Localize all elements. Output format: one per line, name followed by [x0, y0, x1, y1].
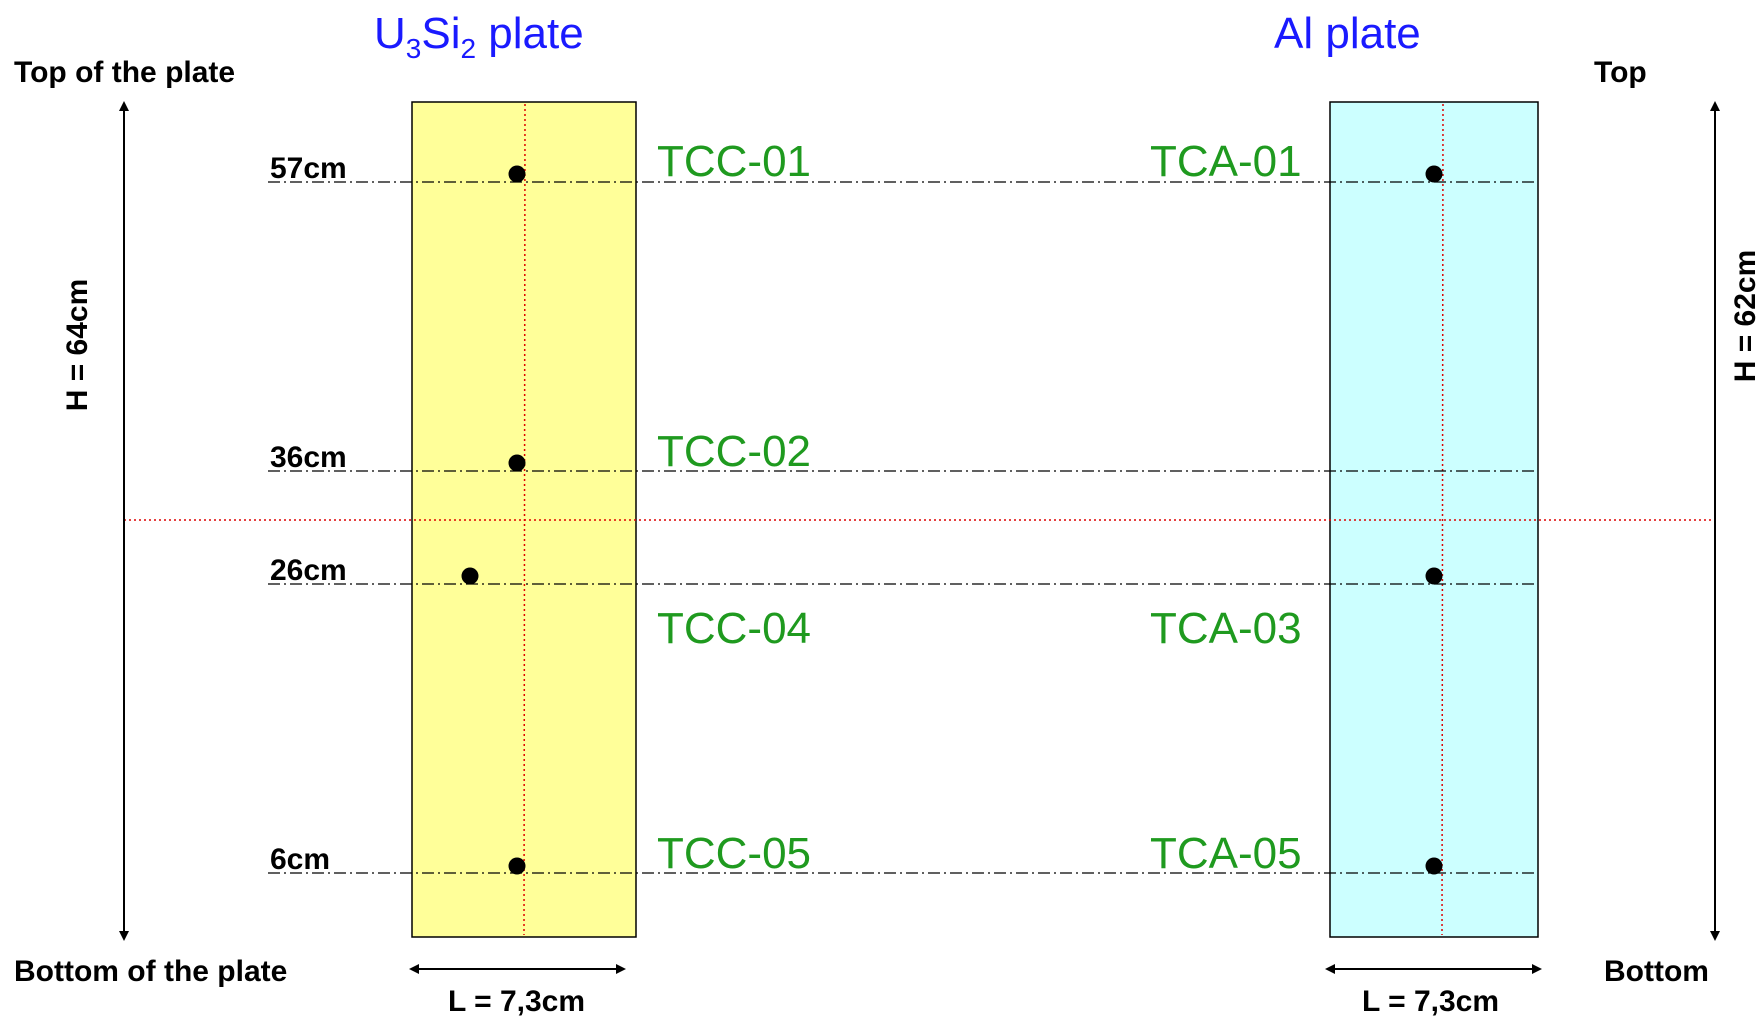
al-top-label: Top	[1594, 56, 1647, 89]
al-plate-centerline	[1441, 103, 1444, 936]
sensor-label-tcc-01: TCC-01	[657, 137, 811, 186]
level-label-26cm: 26cm	[270, 554, 347, 587]
u3si2-bottom-label: Bottom of the plate	[14, 955, 287, 988]
al-height-label: H = 62cm	[1729, 250, 1762, 383]
sensor-dot-tcc-01	[508, 165, 526, 183]
sensor-dot-tcc-05	[508, 857, 526, 875]
al-bottom-label: Bottom	[1604, 955, 1709, 988]
level-label-6cm: 6cm	[270, 843, 330, 876]
sensor-label-tca-03: TCA-03	[1150, 604, 1302, 653]
u3si2-width-label: L = 7,3cm	[448, 985, 585, 1017]
level-label-57cm: 57cm	[270, 152, 347, 185]
sensor-label-tca-05: TCA-05	[1150, 829, 1302, 878]
sensor-dot-tca-01	[1425, 165, 1443, 183]
sensor-label-tca-01: TCA-01	[1150, 137, 1302, 186]
sensor-label-tcc-04: TCC-04	[657, 604, 811, 653]
sensor-dot-tca-05	[1425, 857, 1443, 875]
u3si2-plate-title: U3Si2 plate	[374, 9, 584, 64]
u3si2-height-label: H = 64cm	[61, 279, 94, 412]
al-width-label: L = 7,3cm	[1362, 985, 1499, 1017]
u3si2-top-label: Top of the plate	[14, 56, 235, 89]
level-label-36cm: 36cm	[270, 441, 347, 474]
sensor-label-tcc-05: TCC-05	[657, 829, 811, 878]
sensor-dot-tca-03	[1425, 567, 1443, 585]
al-plate-title: Al plate	[1274, 9, 1421, 58]
sensor-label-tcc-02: TCC-02	[657, 427, 811, 476]
sensor-dot-tcc-04	[461, 567, 479, 585]
sensor-dot-tcc-02	[508, 454, 526, 472]
